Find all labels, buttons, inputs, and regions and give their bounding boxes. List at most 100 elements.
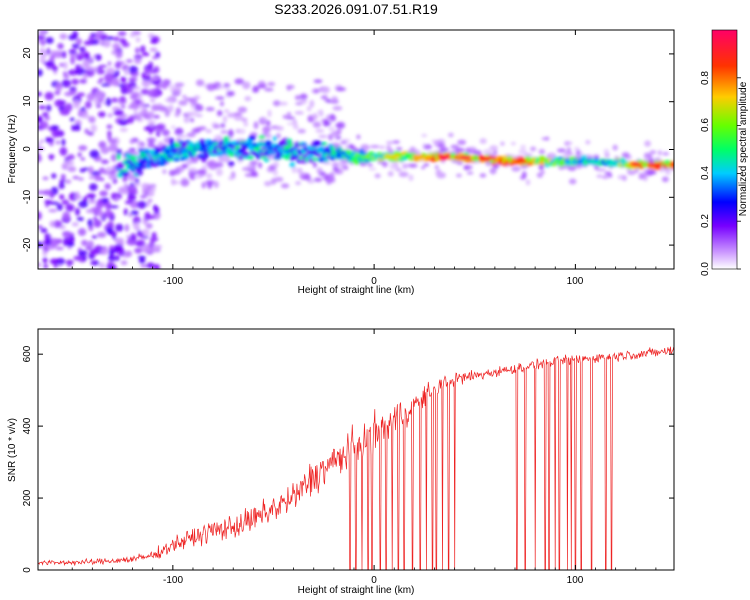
noise-blob bbox=[266, 120, 271, 127]
noise-blob bbox=[112, 42, 121, 51]
noise-blob bbox=[65, 179, 72, 184]
noise-blob bbox=[80, 106, 86, 112]
noise-blob bbox=[49, 154, 54, 161]
noise-blob bbox=[49, 258, 60, 265]
noise-blob bbox=[152, 145, 162, 151]
noise-blob bbox=[63, 61, 68, 70]
noise-blob bbox=[649, 150, 657, 155]
noise-blob bbox=[251, 173, 259, 177]
noise-blob bbox=[662, 152, 669, 156]
noise-blob bbox=[75, 207, 80, 216]
noise-blob bbox=[313, 177, 323, 183]
noise-blob bbox=[340, 140, 348, 145]
noise-blob bbox=[282, 184, 288, 189]
noise-blob bbox=[294, 95, 301, 101]
noise-blob bbox=[242, 81, 251, 90]
noise-blob bbox=[77, 177, 84, 181]
noise-blob bbox=[316, 167, 323, 174]
ridge-blob bbox=[321, 142, 328, 146]
noise-blob bbox=[88, 116, 96, 124]
noise-blob bbox=[105, 97, 112, 107]
noise-blob bbox=[325, 98, 331, 103]
noise-blob bbox=[603, 148, 610, 155]
noise-blob bbox=[100, 146, 110, 155]
bottom-x-axis-label: Height of straight line (km) bbox=[298, 585, 415, 596]
noise-blob bbox=[90, 260, 100, 266]
noise-blob bbox=[139, 195, 148, 199]
noise-blob bbox=[331, 162, 340, 168]
noise-blob bbox=[86, 92, 96, 102]
noise-blob bbox=[295, 181, 302, 186]
noise-blob bbox=[105, 201, 112, 211]
noise-blob bbox=[49, 50, 59, 55]
noise-blob bbox=[44, 200, 53, 204]
noise-blob bbox=[437, 142, 446, 149]
noise-blob bbox=[38, 91, 42, 97]
chart-title: S233.2026.091.07.51.R19 bbox=[274, 1, 438, 17]
ridge-blob bbox=[227, 152, 235, 158]
noise-blob bbox=[148, 127, 153, 135]
noise-blob bbox=[563, 152, 571, 159]
noise-blob bbox=[336, 121, 346, 129]
noise-blob bbox=[205, 106, 215, 112]
noise-blob bbox=[227, 112, 235, 118]
ridge-blob bbox=[272, 135, 277, 142]
noise-blob bbox=[286, 85, 291, 91]
noise-blob bbox=[131, 100, 138, 109]
top-y-tick-label: -10 bbox=[22, 189, 33, 204]
noise-blob bbox=[59, 110, 70, 116]
noise-blob bbox=[218, 156, 226, 160]
noise-blob bbox=[174, 82, 185, 87]
ridge-peak bbox=[515, 158, 528, 164]
noise-blob bbox=[139, 256, 145, 261]
noise-blob bbox=[146, 201, 151, 207]
noise-blob bbox=[393, 161, 399, 168]
noise-blob bbox=[299, 93, 308, 100]
noise-blob bbox=[151, 103, 157, 111]
noise-blob bbox=[146, 137, 157, 143]
snr-panel: -100 0 100 Height of straight line (km) … bbox=[7, 328, 675, 596]
noise-blob bbox=[215, 161, 224, 168]
noise-blob bbox=[638, 172, 647, 178]
noise-blob bbox=[313, 79, 323, 84]
noise-blob bbox=[330, 134, 339, 138]
noise-blob bbox=[46, 104, 52, 112]
noise-blob bbox=[272, 169, 278, 176]
noise-blob bbox=[129, 138, 135, 145]
noise-blob bbox=[258, 162, 263, 169]
noise-blob bbox=[98, 262, 106, 269]
noise-blob bbox=[128, 65, 138, 74]
noise-blob bbox=[266, 155, 273, 160]
noise-blob bbox=[55, 140, 61, 145]
noise-blob bbox=[46, 47, 51, 55]
noise-blob bbox=[99, 190, 109, 197]
noise-blob bbox=[171, 85, 182, 94]
noise-blob bbox=[111, 50, 116, 55]
noise-blob bbox=[59, 179, 67, 183]
noise-blob bbox=[39, 57, 47, 63]
noise-blob bbox=[222, 115, 228, 124]
noise-blob bbox=[123, 182, 128, 192]
noise-blob bbox=[191, 128, 201, 134]
noise-blob bbox=[65, 203, 75, 212]
ridge-blob bbox=[169, 137, 174, 144]
noise-blob bbox=[604, 153, 610, 158]
noise-blob bbox=[334, 168, 344, 175]
noise-blob bbox=[286, 121, 296, 126]
noise-blob bbox=[344, 144, 350, 150]
noise-blob bbox=[115, 223, 124, 232]
noise-blob bbox=[158, 105, 168, 112]
noise-blob bbox=[59, 194, 65, 200]
noise-blob bbox=[265, 133, 273, 140]
noise-blob bbox=[152, 244, 161, 253]
noise-blob bbox=[71, 78, 79, 85]
noise-blob bbox=[538, 148, 546, 155]
noise-blob bbox=[125, 59, 133, 63]
ridge-blob bbox=[174, 141, 179, 148]
noise-blob bbox=[144, 70, 151, 75]
spectrogram-heatmap bbox=[38, 30, 674, 269]
noise-blob bbox=[275, 132, 281, 139]
noise-blob bbox=[108, 143, 118, 153]
noise-blob bbox=[80, 157, 86, 161]
top-y-tick-label: -20 bbox=[22, 237, 33, 252]
